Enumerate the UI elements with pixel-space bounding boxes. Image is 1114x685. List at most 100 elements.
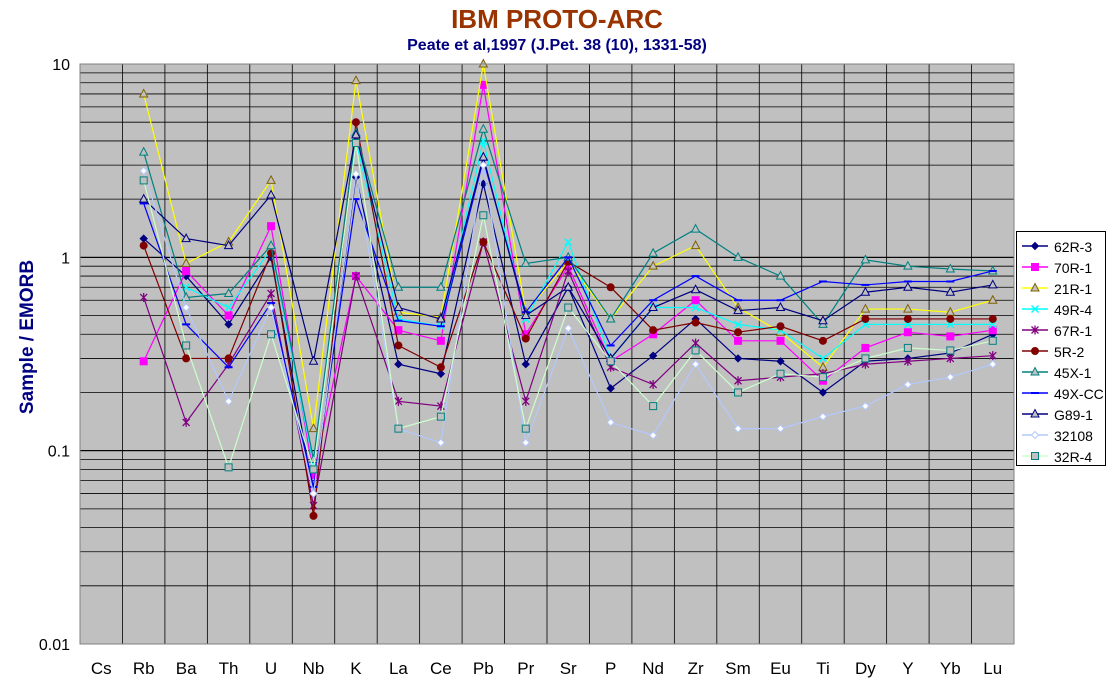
legend-item: 70R-1 <box>1020 257 1106 278</box>
data-point <box>1031 452 1039 460</box>
data-point <box>478 123 489 133</box>
data-point <box>648 351 658 360</box>
data-point <box>1030 304 1040 314</box>
legend-swatch <box>1022 304 1048 314</box>
data-point <box>351 139 360 148</box>
data-point <box>521 438 530 447</box>
data-point <box>903 303 913 313</box>
data-point <box>139 241 148 250</box>
data-point <box>734 328 743 337</box>
data-point <box>648 260 658 270</box>
data-point <box>605 313 616 323</box>
legend-label: 45X-1 <box>1054 365 1092 381</box>
data-point <box>733 354 743 363</box>
data-point <box>564 237 573 247</box>
data-point <box>1030 241 1040 251</box>
data-point <box>521 334 530 343</box>
series-32R-4 <box>139 139 997 474</box>
data-point <box>520 257 531 267</box>
data-point <box>351 75 361 85</box>
data-point <box>775 301 786 312</box>
x-tick-label: Ti <box>816 659 830 678</box>
data-point <box>690 240 701 250</box>
data-point <box>861 401 870 411</box>
data-point <box>1031 347 1039 355</box>
data-point <box>139 357 148 366</box>
data-point <box>649 326 658 335</box>
data-point <box>182 417 191 427</box>
data-point <box>691 318 700 327</box>
data-point <box>606 384 615 393</box>
data-point <box>436 313 446 323</box>
data-point <box>436 336 445 345</box>
data-point <box>267 330 276 339</box>
data-point <box>987 294 998 304</box>
legend-swatch <box>1022 325 1048 335</box>
legend-swatch <box>1022 241 1048 251</box>
data-point <box>181 233 191 243</box>
data-point <box>818 412 828 421</box>
data-point <box>946 314 955 323</box>
data-point <box>138 88 149 98</box>
data-point <box>860 286 871 296</box>
legend-item: G89-1 <box>1020 404 1106 425</box>
data-point <box>266 303 276 312</box>
data-point <box>394 360 403 369</box>
series-5R-2 <box>139 118 997 520</box>
data-point <box>520 309 531 320</box>
data-point <box>818 354 827 363</box>
data-point <box>181 303 191 312</box>
legend-item: 32108 <box>1020 425 1106 446</box>
data-point <box>224 311 233 320</box>
series-layer <box>138 58 998 520</box>
data-point <box>479 80 488 89</box>
x-tick-label: Ba <box>176 659 197 678</box>
data-point <box>479 211 488 220</box>
legend-label: 49X-CC <box>1054 386 1104 402</box>
data-point <box>903 380 913 389</box>
y-tick-label: 0.01 <box>39 637 70 654</box>
legend-label: 62R-3 <box>1054 239 1093 255</box>
data-point <box>988 360 997 369</box>
data-point <box>903 356 912 366</box>
data-point <box>478 58 489 68</box>
data-point <box>818 315 828 325</box>
data-point <box>182 341 191 350</box>
legend-item: 67R-1 <box>1020 320 1106 341</box>
data-point <box>309 489 318 498</box>
data-point <box>606 418 615 427</box>
data-point <box>393 281 404 291</box>
data-point <box>648 431 658 440</box>
data-point <box>1030 430 1040 440</box>
x-tick-label: Sr <box>560 659 577 678</box>
data-point <box>818 336 827 345</box>
data-point <box>266 174 276 184</box>
legend-label: G89-1 <box>1054 407 1093 423</box>
data-point <box>861 314 870 323</box>
data-point <box>478 151 489 161</box>
data-point <box>903 328 912 337</box>
series-32108 <box>139 160 997 498</box>
data-point <box>776 336 785 345</box>
data-point <box>903 281 913 291</box>
data-point <box>818 388 828 397</box>
x-tick-label: Zr <box>688 659 704 678</box>
data-point <box>1031 325 1039 335</box>
data-point <box>351 271 360 281</box>
legend-label: 70R-1 <box>1054 260 1093 276</box>
data-point <box>606 357 615 366</box>
data-point <box>309 465 318 474</box>
data-point <box>351 129 361 139</box>
x-tick-label: Pb <box>473 659 494 678</box>
data-point <box>860 254 871 264</box>
data-point <box>521 424 530 433</box>
data-point <box>648 301 658 312</box>
data-point <box>734 388 743 397</box>
data-point <box>776 424 785 433</box>
data-point <box>309 511 318 520</box>
x-tick-label: Sm <box>725 659 751 678</box>
legend-item: 45X-1 <box>1020 362 1106 383</box>
x-tick-label: Nb <box>303 659 325 678</box>
data-point <box>691 360 700 369</box>
